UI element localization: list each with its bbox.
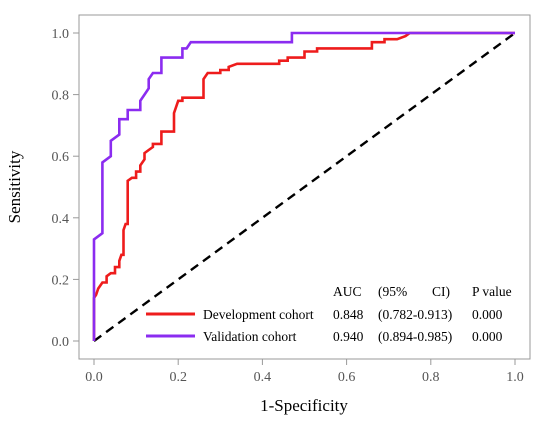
legend-header-auc: AUC (333, 284, 362, 299)
y-tick-label: 0.4 (52, 212, 70, 227)
legend-header-ci-close: CI) (432, 284, 450, 299)
legend-ci-validation: (0.894-0.985) (378, 329, 452, 344)
x-tick-label: 0.4 (254, 370, 272, 385)
legend-p-validation: 0.000 (472, 329, 503, 344)
roc-line-development (92, 31, 515, 341)
legend-p-development: 0.000 (472, 307, 503, 322)
x-axis-title: 1-Specificity (260, 396, 348, 415)
x-axis-ticks: 0.0 0.2 0.4 0.6 0.8 1.0 (85, 359, 524, 385)
plot-frame (78, 14, 531, 360)
y-tick-label: 0.8 (52, 89, 70, 104)
legend-auc-validation: 0.940 (333, 329, 364, 344)
y-tick-label: 0.2 (52, 273, 70, 288)
legend-label-development: Development cohort (203, 307, 314, 322)
y-tick-label: 1.0 (52, 27, 70, 42)
legend-auc-development: 0.848 (333, 307, 364, 322)
y-tick-label: 0.0 (52, 335, 70, 350)
y-tick-label: 0.6 (52, 150, 70, 165)
series-lines (92, 31, 515, 341)
legend-header-ci-open: (95% (378, 284, 407, 299)
legend-ci-development: (0.782-0.913) (378, 307, 452, 322)
x-tick-label: 0.2 (169, 370, 187, 385)
y-axis-title: Sensitivity (5, 150, 24, 223)
x-tick-label: 0.8 (422, 370, 440, 385)
roc-line-validation (92, 31, 515, 341)
reference-diagonal-line (93, 32, 516, 342)
legend-header-p-value: P value (472, 284, 512, 299)
legend: AUC (95% CI) P value Development cohort … (146, 284, 512, 344)
y-axis-ticks: 0.0 0.2 0.4 0.6 0.8 1.0 (52, 27, 79, 350)
x-tick-label: 0.0 (85, 370, 103, 385)
x-tick-label: 1.0 (506, 370, 524, 385)
legend-label-validation: Validation cohort (203, 329, 297, 344)
x-tick-label: 0.6 (338, 370, 356, 385)
